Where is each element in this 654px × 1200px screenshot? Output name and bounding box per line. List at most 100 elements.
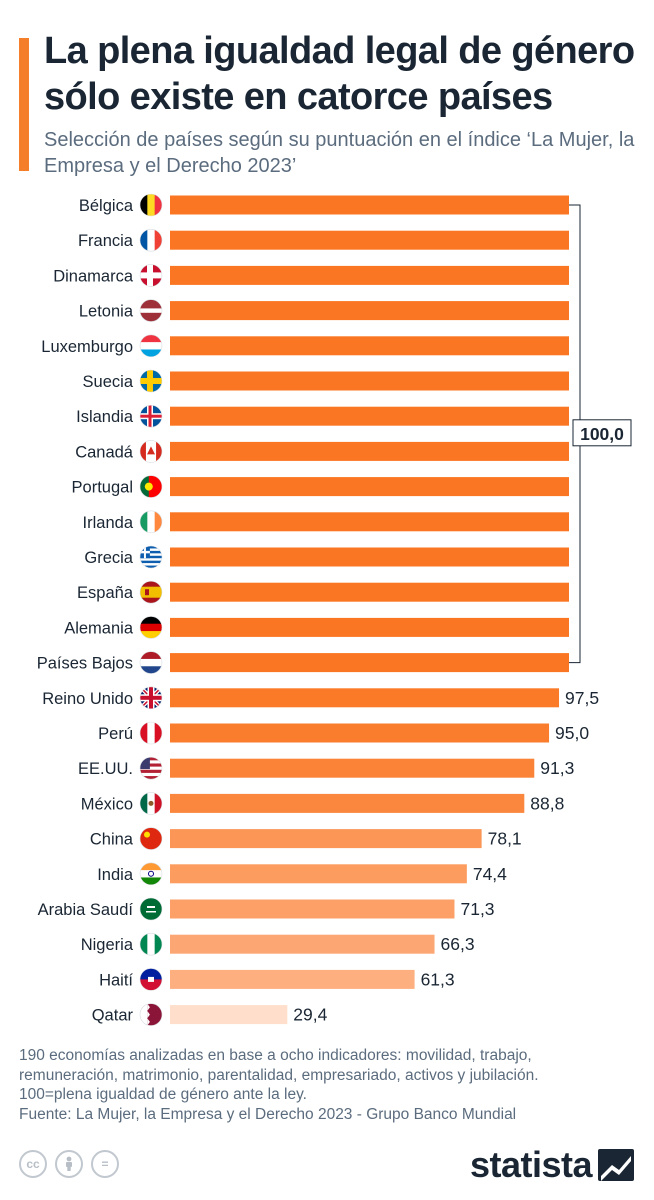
bar-row: Arabia Saudí 71,3 <box>38 897 495 921</box>
sweden-flag-icon <box>139 369 163 393</box>
france-flag-icon <box>139 228 163 252</box>
bar-row: México 88,8 <box>81 792 564 815</box>
country-label: Dinamarca <box>53 267 134 285</box>
brand-name: statista <box>469 1144 593 1185</box>
footnote-line: 190 economías analizadas en base a ocho … <box>19 1047 532 1064</box>
india-flag-icon <box>139 862 163 886</box>
country-label: Reino Unido <box>42 690 133 708</box>
country-label: Francia <box>78 232 134 250</box>
bar-row: Islandia <box>76 404 569 428</box>
data-label: 71,3 <box>460 899 494 919</box>
data-label: 29,4 <box>293 1005 327 1025</box>
data-label: 78,1 <box>488 829 522 849</box>
bracket-label: 100,0 <box>580 424 624 444</box>
united-kingdom-flag-icon <box>139 686 163 710</box>
country-label: Portugal <box>72 479 133 497</box>
bar-row: Portugal <box>72 475 569 498</box>
country-label: Arabia Saudí <box>38 901 134 919</box>
bar-row: Países Bajos <box>37 651 569 674</box>
page-subtitle: Selección de países según su puntuación … <box>44 129 635 177</box>
mexico-flag-icon <box>139 792 163 815</box>
bar-row: Alemania <box>64 616 569 639</box>
bar-row: India 74,4 <box>97 862 507 886</box>
bracket-label-box <box>572 419 632 447</box>
saudi-arabia-flag-icon <box>139 897 163 921</box>
bar-row: Haití 61,3 <box>99 968 455 991</box>
country-label: Haití <box>99 971 133 989</box>
person-icon[interactable] <box>55 1150 83 1178</box>
luxembourg-flag-icon <box>139 334 163 358</box>
bar-row: EE.UU. 91,3 <box>78 756 574 780</box>
ireland-flag-icon <box>139 510 163 534</box>
bar-row: Qatar 29,4 <box>92 1003 328 1026</box>
license-icons: cc = <box>19 1150 119 1178</box>
spain-flag-icon <box>139 580 163 604</box>
source-note: Fuente: La Mujer, la Empresa y el Derech… <box>19 1105 517 1123</box>
bar-row: China 78,1 <box>90 827 522 850</box>
bar <box>170 195 569 215</box>
latvia-flag-icon <box>139 299 163 322</box>
group-bracket: 100,0 <box>569 204 632 664</box>
greece-flag-icon <box>139 545 163 569</box>
bar <box>170 723 550 743</box>
bar-row: Nigeria 66,3 <box>81 932 475 956</box>
data-label: 95,0 <box>555 723 589 743</box>
bar-row: Suecia <box>83 369 569 393</box>
bar <box>170 653 569 673</box>
country-label: Países Bajos <box>37 655 133 673</box>
bar <box>170 969 415 989</box>
united-states-flag-icon <box>139 756 163 780</box>
country-label: China <box>90 831 134 849</box>
bar <box>170 265 569 285</box>
bar-row: Dinamarca <box>53 264 569 287</box>
country-label: Nigeria <box>81 936 134 954</box>
bar-row: Letonia <box>79 299 569 322</box>
bar <box>170 371 569 391</box>
bar-row: Canadá <box>75 440 569 463</box>
iceland-flag-icon <box>139 404 163 428</box>
equals-icon[interactable]: = <box>91 1150 119 1178</box>
data-label: 91,3 <box>540 758 574 778</box>
bar <box>170 230 569 250</box>
bar-row: Grecia <box>84 545 569 569</box>
bar <box>170 441 569 461</box>
bar <box>170 617 569 637</box>
data-label: 88,8 <box>530 793 564 813</box>
bar <box>170 864 467 884</box>
bar-chart: Bélgica Francia Dinamarca Letonia Luxemburgo… <box>37 193 632 1026</box>
china-flag-icon <box>139 827 163 850</box>
haiti-flag-icon <box>139 968 163 991</box>
bar <box>170 406 569 426</box>
data-label: 97,5 <box>565 688 599 708</box>
bar <box>170 1005 288 1025</box>
country-label: Qatar <box>92 1007 134 1025</box>
bar-row: Francia <box>78 228 569 252</box>
country-label: Luxemburgo <box>41 338 133 356</box>
statista-logo-icon <box>598 1149 634 1181</box>
statista-brand[interactable]: statista <box>470 1144 634 1186</box>
denmark-flag-icon <box>139 264 163 287</box>
cc-icon[interactable]: cc <box>19 1150 47 1178</box>
belgium-flag-icon <box>139 193 163 217</box>
country-label: Islandia <box>76 408 134 426</box>
country-label: Perú <box>98 725 133 743</box>
country-label: Grecia <box>84 549 133 567</box>
country-label: Letonia <box>79 303 134 321</box>
country-label: Canadá <box>75 443 134 461</box>
bar-row: Reino Unido 97,5 <box>42 686 599 710</box>
bar <box>170 758 535 778</box>
footnote: 190 economías analizadas en base a ocho … <box>19 1046 639 1124</box>
country-label: Suecia <box>83 373 134 391</box>
country-label: Alemania <box>64 619 134 637</box>
country-label: España <box>77 584 134 602</box>
bar-row: Bélgica <box>79 193 569 217</box>
bar <box>170 688 560 708</box>
bar-row: Luxemburgo <box>41 334 569 358</box>
bar <box>170 336 569 356</box>
data-label: 61,3 <box>421 969 455 989</box>
bar <box>170 793 525 813</box>
country-label: Irlanda <box>83 514 134 532</box>
canada-flag-icon <box>139 440 163 463</box>
bar <box>170 477 569 497</box>
